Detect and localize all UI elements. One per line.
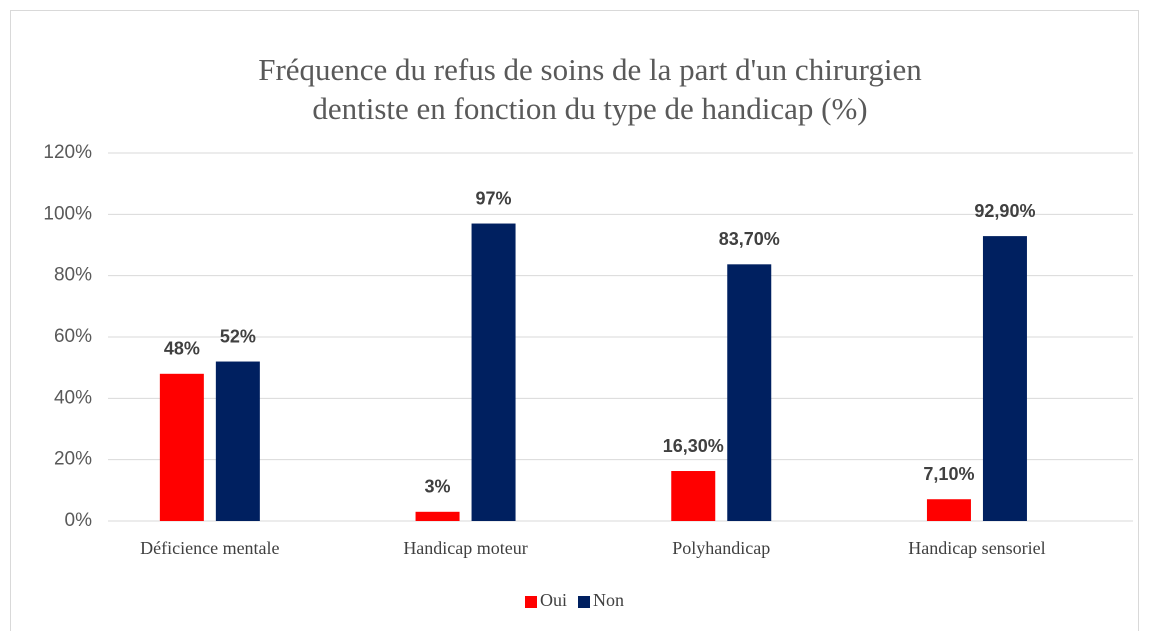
bar bbox=[727, 264, 772, 521]
data-label: 7,10% bbox=[923, 464, 974, 484]
legend-label: Oui bbox=[540, 590, 567, 610]
y-tick-label: 80% bbox=[54, 265, 92, 286]
y-tick-label: 60% bbox=[54, 326, 92, 347]
chart-border bbox=[10, 10, 1139, 631]
y-tick-label: 40% bbox=[54, 387, 92, 408]
bar bbox=[471, 223, 516, 522]
x-tick-label: Polyhandicap bbox=[672, 538, 770, 558]
y-tick-label: 120% bbox=[43, 142, 92, 163]
data-label: 48% bbox=[164, 339, 200, 359]
legend-swatch bbox=[578, 596, 590, 608]
data-label: 92,90% bbox=[974, 201, 1035, 221]
data-label: 16,30% bbox=[663, 436, 724, 456]
y-tick-label: 0% bbox=[65, 510, 93, 531]
y-tick-label: 20% bbox=[54, 449, 92, 470]
bar bbox=[671, 471, 716, 521]
data-label: 3% bbox=[425, 477, 451, 497]
bar bbox=[215, 361, 260, 521]
bar bbox=[982, 236, 1027, 521]
x-tick-label: Handicap moteur bbox=[403, 538, 527, 558]
legend-swatch bbox=[525, 596, 537, 608]
data-label: 97% bbox=[476, 188, 512, 208]
y-tick-label: 100% bbox=[43, 203, 92, 224]
chart-title: dentiste en fonction du type de handicap… bbox=[312, 91, 867, 126]
x-tick-label: Déficience mentale bbox=[140, 538, 279, 558]
bar bbox=[926, 499, 971, 521]
data-label: 83,70% bbox=[719, 229, 780, 249]
x-tick-label: Handicap sensoriel bbox=[908, 538, 1045, 558]
data-label: 52% bbox=[220, 326, 256, 346]
chart-title: Fréquence du refus de soins de la part d… bbox=[258, 52, 922, 87]
bar bbox=[415, 511, 460, 521]
bar bbox=[159, 373, 204, 521]
legend-label: Non bbox=[593, 590, 624, 610]
